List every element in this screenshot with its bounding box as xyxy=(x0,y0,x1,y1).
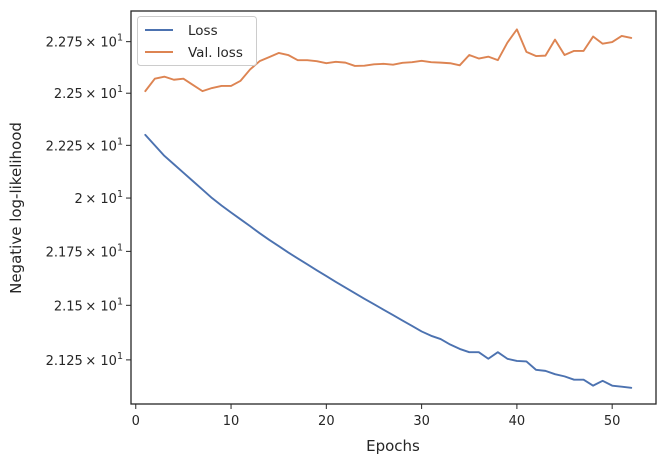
y-axis-label: Negative log-likelihood xyxy=(7,122,25,294)
y-tick-mantissa: 2 xyxy=(75,192,83,207)
y-tick-base: × 10 xyxy=(83,87,117,102)
y-tick-base: × 10 xyxy=(83,299,117,314)
plot-frame xyxy=(130,10,657,405)
y-tick-mantissa: 2.225 xyxy=(46,139,83,154)
plot-area xyxy=(131,11,656,404)
legend-box xyxy=(137,16,257,66)
y-tick-exponent: 1 xyxy=(117,351,123,362)
series-line-1 xyxy=(144,28,633,93)
x-tick-label: 10 xyxy=(223,414,240,429)
x-tick-label: 40 xyxy=(509,414,526,429)
x-tick-label: 50 xyxy=(604,414,621,429)
y-tick-base: × 10 xyxy=(83,36,117,51)
y-tick-label: 2.175 × 101 xyxy=(46,242,123,260)
y-tick-label: 2.25 × 101 xyxy=(54,84,123,102)
plot-background xyxy=(131,11,656,404)
x-tick-label: 20 xyxy=(318,414,335,429)
y-tick-exponent: 1 xyxy=(117,33,123,44)
y-tick-mantissa: 2.15 xyxy=(54,299,83,314)
y-tick-base: × 10 xyxy=(83,354,117,369)
x-tick-label: 30 xyxy=(413,414,430,429)
y-tick-label: 2 × 101 xyxy=(75,189,124,207)
y-tick-exponent: 1 xyxy=(117,136,123,147)
legend-label-0: Loss xyxy=(188,23,218,39)
y-tick-exponent: 1 xyxy=(117,242,123,253)
legend-label-1: Val. loss xyxy=(188,45,243,61)
y-tick-base: × 10 xyxy=(83,192,117,207)
legend: Loss Val. loss xyxy=(137,16,257,66)
y-tick-label: 2.225 × 101 xyxy=(46,136,123,154)
series-line-0 xyxy=(144,133,633,389)
y-tick-mantissa: 2.275 xyxy=(46,36,83,51)
y-tick-mantissa: 2.125 xyxy=(46,354,83,369)
y-tick-base: × 10 xyxy=(83,139,117,154)
y-tick-mantissa: 2.175 xyxy=(46,245,83,260)
x-tick-label: 0 xyxy=(132,414,140,429)
y-tick-label: 2.125 × 101 xyxy=(46,351,123,369)
y-tick-mantissa: 2.25 xyxy=(54,87,83,102)
y-tick-label: 2.15 × 101 xyxy=(54,296,123,314)
y-tick-exponent: 1 xyxy=(117,84,123,95)
y-tick-exponent: 1 xyxy=(117,296,123,307)
series-lines xyxy=(144,28,633,389)
y-tick-base: × 10 xyxy=(83,245,117,260)
y-tick-exponent: 1 xyxy=(117,189,123,200)
x-axis-label: Epochs xyxy=(366,437,420,455)
y-tick-label: 2.275 × 101 xyxy=(46,33,123,51)
x-axis-ticks: 0 10 20 30 40 50 xyxy=(132,404,621,429)
